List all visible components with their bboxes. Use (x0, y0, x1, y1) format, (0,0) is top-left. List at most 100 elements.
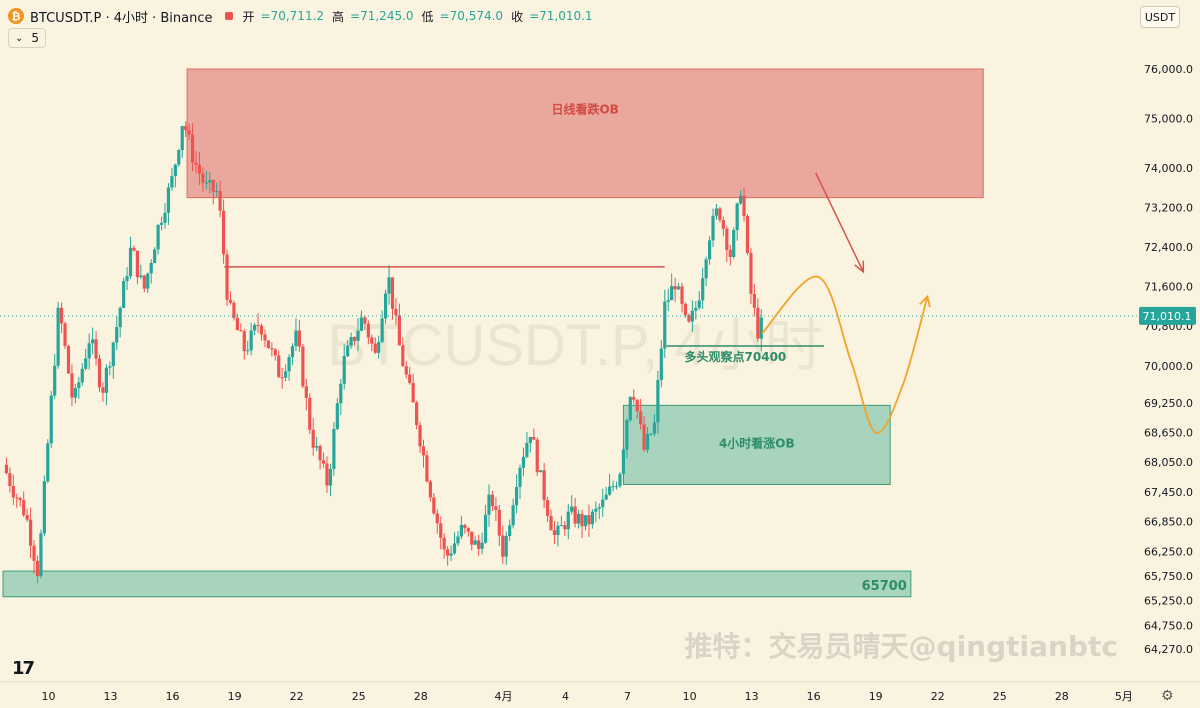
candle (22, 491, 26, 518)
candle (701, 267, 705, 310)
candle-body (94, 339, 98, 359)
candle-body (225, 254, 229, 300)
candle-body (425, 455, 429, 482)
candle (552, 521, 557, 544)
candle-body (215, 191, 219, 193)
candle (697, 290, 701, 310)
candle-body (332, 428, 336, 469)
support-zone-65700[interactable] (2, 570, 912, 598)
candle (652, 413, 657, 437)
candle (115, 315, 119, 351)
y-tick-label: 68,650.0 (1144, 427, 1193, 440)
candle (687, 313, 691, 324)
symbol-title[interactable]: BTCUSDT.P · 4小时 · Binance (30, 10, 213, 26)
x-tick-label: 5月 (1115, 690, 1133, 703)
candle-body (635, 399, 639, 412)
bearish-ob-zone[interactable] (186, 68, 984, 199)
candle-body (373, 343, 377, 353)
candle (508, 519, 512, 541)
candle-body (518, 467, 522, 487)
candle-body (535, 439, 539, 473)
currency-selector[interactable]: USDT (1140, 6, 1180, 28)
candle-body (728, 249, 732, 257)
candle (111, 341, 115, 379)
candle (335, 398, 339, 431)
candle-body (128, 247, 133, 277)
candle (194, 150, 198, 174)
candle-body (411, 382, 415, 403)
candle-body (428, 481, 432, 498)
candle-body (439, 523, 443, 538)
candle-body (311, 429, 315, 448)
candle-body (146, 273, 150, 289)
bearish-arrow[interactable] (815, 172, 864, 273)
candle (442, 533, 446, 559)
candle (4, 457, 9, 475)
candle (56, 301, 60, 369)
candle (104, 364, 109, 406)
candle (663, 290, 667, 358)
candle (397, 303, 401, 346)
candle (490, 490, 495, 512)
last-price-badge[interactable] (1139, 306, 1196, 325)
projection-path[interactable] (761, 275, 929, 434)
candle (428, 479, 432, 502)
candle (528, 436, 532, 453)
candle-body (204, 182, 208, 184)
candle (625, 418, 629, 459)
chevron-down-icon[interactable]: ⌄ (15, 32, 24, 44)
candle (91, 327, 95, 355)
candle (256, 313, 260, 333)
candle (725, 225, 729, 263)
x-tick-label: 10 (683, 690, 697, 703)
candle (273, 348, 277, 361)
candle-body (153, 249, 157, 263)
candle (211, 179, 215, 205)
candle-body (711, 215, 715, 241)
y-tick-label: 76,000.0 (1144, 63, 1193, 76)
y-tick-label: 67,450.0 (1144, 486, 1193, 499)
candle-body (570, 506, 574, 512)
candle (242, 328, 246, 360)
candle (70, 364, 74, 406)
candle (545, 496, 550, 522)
candle (235, 313, 239, 331)
candle-body (528, 437, 532, 443)
candle-body (273, 349, 277, 356)
candle-body (446, 549, 450, 556)
low-label: 低 (421, 9, 434, 24)
candle (742, 187, 746, 222)
candle-body (683, 303, 688, 316)
candle (204, 170, 208, 190)
price-axis[interactable] (1137, 0, 1200, 708)
x-tick-label: 28 (1055, 690, 1069, 703)
candle-body (301, 346, 305, 387)
candle (118, 306, 122, 338)
candle-body (480, 542, 484, 549)
y-tick-label: 71,600.0 (1144, 281, 1193, 294)
candle (190, 123, 195, 172)
candle (325, 456, 329, 493)
candle (228, 291, 233, 305)
candle (280, 367, 284, 389)
candle-body (390, 277, 395, 309)
candle (539, 470, 543, 473)
candle-body (707, 240, 712, 260)
candle-body (242, 331, 246, 352)
candle-body (521, 456, 526, 468)
candle-body (4, 464, 9, 474)
projection-arrow-head (919, 294, 931, 308)
candle-body (104, 367, 109, 393)
candle (156, 223, 160, 255)
bullish-ob-zone[interactable] (622, 404, 891, 485)
candle (346, 340, 350, 358)
candle-body (714, 208, 719, 216)
gear-icon[interactable]: ⚙ (1161, 688, 1174, 704)
indicator-toggle[interactable]: ⌄ 5 (8, 28, 47, 48)
candle (452, 532, 457, 555)
candle (728, 244, 732, 266)
candle (439, 516, 443, 550)
candle-body (263, 334, 267, 341)
candle-body (580, 513, 584, 527)
